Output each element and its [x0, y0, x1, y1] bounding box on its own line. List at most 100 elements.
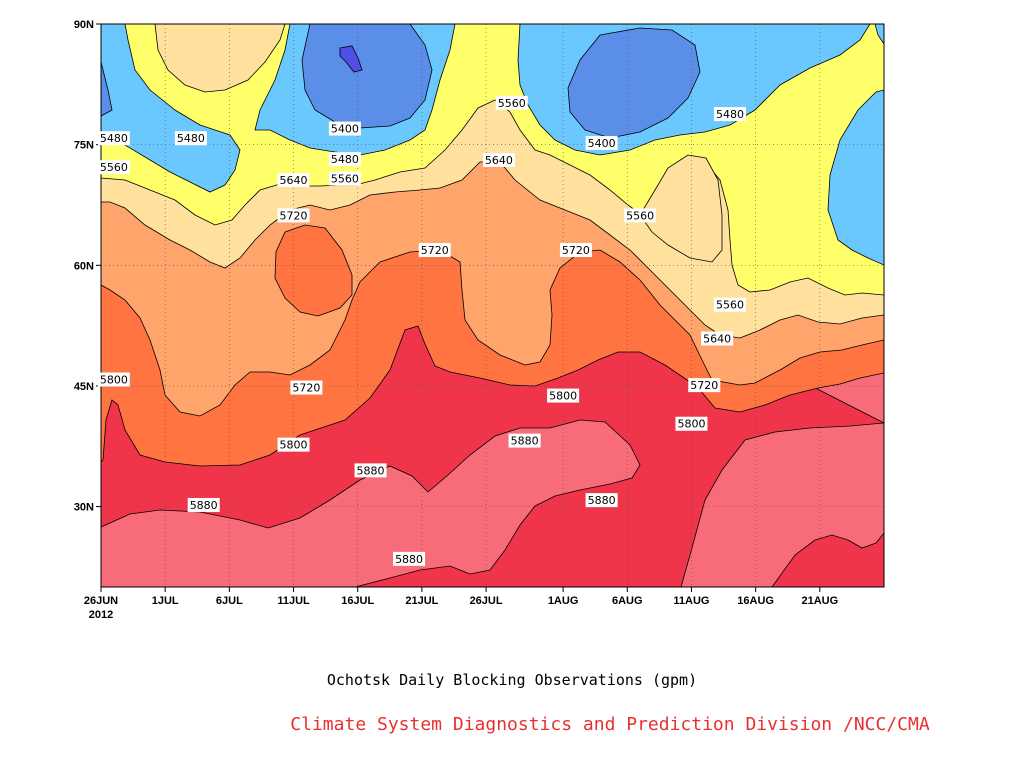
- contour-label: 5880: [187, 497, 220, 512]
- contour-label-value: 5880: [395, 553, 423, 566]
- contour-label-box: [393, 551, 426, 566]
- contour-label: 5640: [482, 152, 515, 167]
- contour-label-value: 5880: [357, 464, 385, 477]
- x-tick-label: 11JUL: [277, 595, 310, 607]
- contour-label-value: 5800: [549, 390, 577, 403]
- contour-label: 5720: [418, 243, 451, 258]
- contour-label: 5800: [547, 388, 580, 403]
- contour-label-value: 5720: [421, 244, 449, 257]
- contour-label-box: [559, 243, 592, 258]
- contour-label-value: 5480: [331, 153, 359, 166]
- contour-label-value: 5640: [703, 332, 731, 345]
- contour-label-box: [328, 121, 361, 136]
- contour-label: 5640: [701, 331, 734, 346]
- x-tick-label: 26JUN: [84, 595, 118, 607]
- contour-label: 5640: [277, 173, 310, 188]
- contour-label: 5720: [277, 208, 310, 223]
- contour-label-box: [97, 372, 130, 387]
- contour-label-value: 5720: [562, 244, 590, 257]
- contour-label-box: [187, 497, 220, 512]
- contour-label: 5560: [328, 171, 361, 186]
- contour-label-value: 5880: [588, 494, 616, 507]
- contour-label-box: [482, 152, 515, 167]
- contour-label: 5880: [585, 493, 618, 508]
- contour-label: 5880: [508, 433, 541, 448]
- x-tick-label: 11AUG: [673, 595, 709, 607]
- contour-label-box: [508, 433, 541, 448]
- contour-label-box: [688, 378, 721, 393]
- contour-label: 5880: [354, 463, 387, 478]
- x-tick-label: 6JUL: [216, 595, 243, 607]
- credit-line: Climate System Diagnostics and Predictio…: [290, 714, 930, 735]
- x-tick-label: 21AUG: [801, 595, 838, 607]
- contour-label: 5720: [290, 380, 323, 395]
- axis-ticks: 26JUN 1JUL 6JUL 11JUL 16JUL 21JUL 26JUL 1AUG 6AU…: [74, 19, 838, 621]
- contour-label: 5560: [495, 95, 528, 110]
- contour-label-value: 5480: [177, 132, 205, 145]
- y-tick-label: 60N: [74, 260, 94, 272]
- contour-label: 5560: [624, 208, 657, 223]
- plot-frame: [100, 23, 885, 588]
- contour-label-value: 5560: [331, 172, 359, 185]
- contour-label-box: [328, 152, 361, 167]
- contour-label-value: 5400: [588, 137, 616, 150]
- contour-label-value: 5640: [280, 174, 308, 187]
- x-tick-label: 26JUL: [470, 595, 503, 607]
- contour-label-value: 5560: [626, 209, 654, 222]
- high-pocket-5720: [274, 224, 353, 317]
- contour-label-value: 5800: [677, 418, 705, 431]
- contour-label: 5800: [675, 416, 708, 431]
- contour-label-value: 5560: [498, 97, 526, 110]
- contour-label-box: [97, 160, 130, 175]
- contour-label-box: [713, 297, 746, 312]
- contour-label-box: [174, 131, 207, 146]
- contour-label-box: [418, 243, 451, 258]
- x-tick-label: 6AUG: [612, 595, 643, 607]
- y-tick-label: 30N: [74, 502, 94, 514]
- contour-label-value: 5800: [100, 373, 128, 386]
- contour-label-box: [97, 131, 130, 146]
- band-5400-5480-ne: [874, 24, 884, 45]
- contour-label-value: 5880: [511, 435, 539, 448]
- contour-label: 5480: [713, 107, 746, 122]
- band-below-5400-east: [567, 27, 701, 139]
- contour-label-box: [495, 95, 528, 110]
- contour-label-value: 5560: [716, 299, 744, 312]
- contour-fills: [101, 24, 884, 587]
- contour-label-box: [713, 107, 746, 122]
- contour-label-box: [585, 136, 618, 151]
- contour-label-value: 5720: [292, 382, 320, 395]
- contour-label: 5400: [585, 136, 618, 151]
- x-year-label: 2012: [89, 609, 113, 621]
- contour-label: 5800: [97, 372, 130, 387]
- x-tick-label: 21JUL: [405, 595, 438, 607]
- contour-label-box: [277, 437, 310, 452]
- contour-label: 5480: [97, 131, 130, 146]
- contour-label-box: [624, 208, 657, 223]
- x-tick-label: 1JUL: [152, 595, 179, 607]
- band-below-5400-center: [301, 24, 433, 129]
- contour-label-value: 5480: [100, 132, 128, 145]
- y-tick-label: 75N: [74, 140, 94, 152]
- min-center: [339, 45, 363, 73]
- contour-label-box: [354, 463, 387, 478]
- contour-label-box: [277, 173, 310, 188]
- contour-label: 5480: [174, 131, 207, 146]
- contour-label-value: 5560: [100, 161, 128, 174]
- contour-label: 5880: [393, 551, 426, 566]
- contour-label: 5400: [328, 121, 361, 136]
- band-5800-5880-b: [101, 24, 884, 25]
- contour-label-box: [328, 171, 361, 186]
- contour-label-value: 5800: [280, 439, 308, 452]
- band-5800-5880-main: [101, 419, 641, 587]
- contour-label-value: 5640: [485, 154, 513, 167]
- contour-label-box: [675, 416, 708, 431]
- contour-label-box: [585, 493, 618, 508]
- band-5400-5480-east-edge: [827, 89, 884, 266]
- contour-label-value: 5720: [690, 379, 718, 392]
- contour-label: 5720: [688, 378, 721, 393]
- contour-label: 5720: [559, 243, 592, 258]
- y-tick-label: 45N: [74, 381, 94, 393]
- contour-label-box: [701, 331, 734, 346]
